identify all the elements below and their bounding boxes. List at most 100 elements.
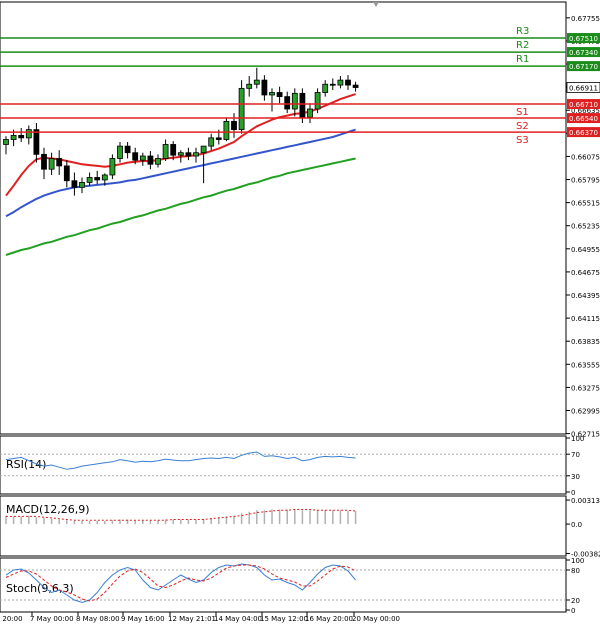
candle — [284, 91, 291, 114]
level-name-s1: S1 — [516, 107, 529, 118]
candle-body — [269, 92, 275, 96]
candle-body — [63, 165, 70, 182]
ma-mid-line — [5, 128, 356, 218]
macd-panel-label: MACD(12,26,9) — [6, 503, 90, 516]
level-name-r1: R1 — [516, 54, 529, 65]
level-name-s3: S3 — [516, 135, 529, 146]
candle — [147, 151, 154, 170]
level-price-box — [567, 113, 600, 124]
candle-body — [79, 182, 85, 188]
candle — [177, 150, 184, 163]
level-price-box — [567, 47, 600, 58]
candle — [208, 133, 215, 151]
price-tick-label: 0.65515 — [571, 200, 600, 208]
candle-body — [139, 155, 146, 161]
price-tick-label: 0.65235 — [571, 223, 600, 231]
level-price-label: 0.66370 — [569, 129, 598, 137]
candle — [269, 88, 275, 112]
macd-panel-tick-label: -0.003827 — [571, 550, 600, 558]
rsi-line — [5, 451, 356, 470]
level-name-r2: R2 — [516, 40, 529, 51]
level-price-box — [567, 61, 600, 72]
stoch-signal-line — [5, 564, 356, 602]
macd-panel-tick-label: 0.0 — [571, 521, 582, 529]
candle-body — [10, 134, 17, 140]
candle — [48, 152, 55, 175]
price-tick-label: 0.65795 — [571, 177, 600, 185]
scroll-marker-icon — [373, 2, 379, 7]
price-tick-label: 0.66075 — [571, 153, 600, 161]
candle — [261, 75, 268, 101]
price-tick-label: 0.64395 — [571, 292, 600, 300]
time-label: 7 May 00:00 — [30, 615, 74, 623]
candle — [79, 177, 85, 194]
candle — [25, 125, 32, 145]
candle-body — [132, 152, 139, 161]
candle-body — [48, 158, 55, 170]
candle-body — [238, 87, 245, 131]
candle — [307, 103, 313, 124]
candle — [345, 75, 351, 91]
price-tick-label: 0.63835 — [571, 338, 600, 346]
candle-body — [170, 144, 177, 156]
candle-body — [345, 79, 351, 86]
time-label: 20 May 00:00 — [352, 615, 400, 623]
level-price-label: 0.66540 — [569, 115, 598, 123]
stoch-main-line — [5, 563, 356, 604]
time-label: 9 May 16:00 — [121, 615, 165, 623]
last-price-box — [566, 82, 600, 93]
level-price-box — [567, 127, 600, 138]
rsi-panel-label: RSI(14) — [6, 458, 46, 471]
candle — [193, 147, 199, 163]
price-tick-label: 0.67755 — [571, 15, 600, 23]
candle — [231, 113, 237, 138]
candle-body — [155, 158, 161, 165]
candle-body — [86, 177, 93, 183]
level-price-label: 0.67170 — [569, 63, 598, 71]
level-price-label: 0.67510 — [569, 35, 598, 43]
candle-body — [94, 177, 101, 181]
candle — [329, 78, 336, 91]
stoch-panel-tick-label: 20 — [571, 597, 580, 605]
candle-body — [231, 120, 237, 131]
macd-panel-frame — [0, 495, 567, 557]
candle-body — [109, 158, 116, 176]
candle-body — [101, 174, 108, 181]
rsi-panel-tick-label: 0 — [571, 489, 575, 497]
candle — [109, 154, 116, 180]
level-price-box — [567, 99, 600, 110]
candle-body — [124, 145, 131, 154]
last-price-label: 0.66911 — [569, 84, 598, 92]
candle-body — [177, 152, 184, 156]
candle — [139, 152, 146, 166]
candle — [337, 75, 344, 89]
candle-body — [307, 108, 313, 118]
candle-body — [3, 139, 9, 145]
candle — [101, 173, 108, 186]
time-label: 15 May 12:00 — [260, 615, 308, 623]
candle — [314, 88, 321, 114]
candle-body — [223, 120, 230, 140]
time-label: 12 May 21:01 — [168, 615, 216, 623]
level-price-label: 0.66710 — [569, 101, 598, 109]
candle-body — [291, 92, 298, 110]
candle — [238, 80, 245, 134]
candle — [86, 172, 93, 186]
time-label: 8 May 08:00 — [76, 615, 120, 623]
candle — [94, 170, 101, 185]
candle-body — [276, 92, 283, 98]
candle-body — [284, 96, 291, 110]
candle-body — [33, 129, 40, 155]
level-name-r3: R3 — [516, 26, 529, 37]
price-tick-label: 0.63275 — [571, 384, 600, 392]
candle-body — [299, 92, 306, 118]
candle — [132, 147, 139, 165]
candle — [185, 147, 192, 161]
price-tick-label: 0.63555 — [571, 361, 600, 369]
candle-body — [314, 92, 321, 110]
level-name-s2: S2 — [516, 121, 529, 132]
candle-body — [261, 79, 268, 96]
candle-body — [337, 79, 344, 86]
